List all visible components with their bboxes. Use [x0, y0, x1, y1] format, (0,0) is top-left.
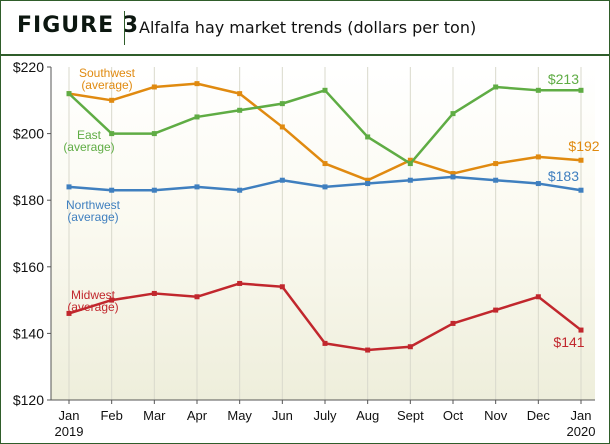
data-point: [535, 154, 541, 160]
x-tick-label: July: [313, 408, 337, 423]
data-point: [407, 177, 413, 183]
data-point: [450, 171, 456, 177]
chart-title: Alfalfa hay market trends (dollars per t…: [139, 18, 477, 37]
end-value-label: $183: [548, 168, 579, 184]
x-tick-label: May: [227, 408, 252, 423]
data-point: [194, 184, 200, 190]
data-point: [365, 177, 371, 183]
y-tick-label: $200: [13, 126, 44, 142]
x-tick-label: Aug: [356, 408, 379, 423]
data-point: [151, 84, 157, 90]
data-point: [407, 161, 413, 167]
data-point: [237, 107, 243, 113]
data-point: [535, 87, 541, 93]
plot-area: [51, 67, 595, 400]
data-point: [109, 97, 115, 103]
data-point: [493, 84, 499, 90]
x-tick-label: Mar: [143, 408, 166, 423]
figure-header: FIGURE 3 Alfalfa hay market trends (doll…: [1, 1, 609, 56]
series-name-label: Northwest (average): [66, 198, 121, 224]
x-tick-label: Jun: [272, 408, 293, 423]
header-rule: [1, 54, 609, 56]
data-point: [450, 174, 456, 180]
data-point: [279, 284, 285, 290]
data-point: [450, 111, 456, 117]
data-point: [365, 181, 371, 187]
data-point: [322, 184, 328, 190]
x-tick-label: Jan: [59, 408, 80, 423]
data-point: [365, 347, 371, 353]
data-point: [279, 177, 285, 183]
data-point: [407, 344, 413, 350]
data-point: [578, 327, 584, 333]
data-point: [194, 294, 200, 300]
data-point: [578, 87, 584, 93]
x-tick-label: Feb: [100, 408, 122, 423]
data-point: [109, 297, 115, 303]
data-point: [493, 161, 499, 167]
x-tick-label: Apr: [187, 408, 208, 423]
data-point: [493, 177, 499, 183]
data-point: [578, 187, 584, 193]
data-point: [578, 157, 584, 163]
data-point: [450, 320, 456, 326]
data-point: [365, 134, 371, 140]
data-point: [109, 187, 115, 193]
data-point: [194, 114, 200, 120]
y-tick-label: $180: [13, 192, 44, 208]
data-point: [151, 187, 157, 193]
data-point: [493, 307, 499, 313]
data-point: [322, 161, 328, 167]
y-tick-label: $120: [13, 392, 44, 408]
data-point: [151, 290, 157, 296]
series-name-label: Southwest (average): [79, 66, 136, 92]
x-tick-label: Oct: [443, 408, 464, 423]
data-point: [66, 310, 72, 316]
end-value-label: $213: [548, 71, 579, 87]
x-tick-label: Sept: [397, 408, 424, 423]
data-point: [237, 91, 243, 97]
data-point: [322, 340, 328, 346]
data-point: [535, 181, 541, 187]
data-point: [322, 87, 328, 93]
header-divider: [124, 11, 125, 45]
y-tick-label: $140: [13, 325, 44, 341]
data-point: [279, 101, 285, 107]
x-tick-year-label: 2020: [567, 424, 596, 439]
data-point: [535, 294, 541, 300]
end-value-label: $192: [568, 138, 599, 154]
x-tick-year-label: 2019: [55, 424, 84, 439]
x-tick-label: Jan: [571, 408, 592, 423]
y-tick-label: $220: [13, 59, 44, 75]
data-point: [237, 187, 243, 193]
data-point: [109, 131, 115, 137]
series-name-label: East (average): [63, 128, 114, 154]
series-name-label: Midwest (average): [67, 288, 118, 314]
data-point: [151, 131, 157, 137]
data-point: [194, 81, 200, 87]
x-tick-label: Nov: [484, 408, 508, 423]
figure-label: FIGURE 3: [17, 13, 140, 38]
data-point: [279, 124, 285, 130]
data-point: [66, 91, 72, 97]
x-tick-label: Dec: [527, 408, 551, 423]
data-point: [407, 157, 413, 163]
end-value-label: $141: [553, 334, 584, 350]
data-point: [237, 280, 243, 286]
y-tick-label: $160: [13, 259, 44, 275]
data-point: [66, 184, 72, 190]
